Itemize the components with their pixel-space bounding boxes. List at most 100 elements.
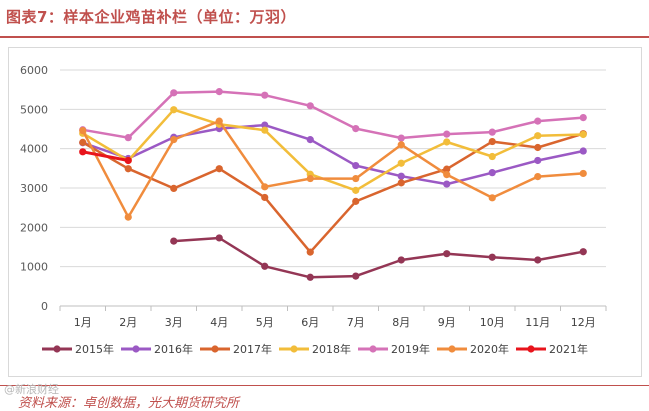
grid-layer	[60, 69, 606, 268]
legend-label: 2015年	[75, 342, 114, 356]
x-tick-label: 3月	[165, 316, 183, 329]
y-tick-label: 5000	[20, 103, 48, 116]
data-point	[397, 179, 405, 187]
data-point	[306, 102, 314, 110]
series-line	[82, 123, 584, 186]
data-point	[261, 262, 269, 270]
data-point	[215, 234, 223, 242]
data-point	[397, 172, 405, 180]
data-point	[488, 194, 496, 202]
legend-label: 2017年	[233, 342, 272, 356]
data-point	[488, 169, 496, 177]
data-point	[352, 186, 360, 194]
data-point	[170, 136, 178, 144]
x-tick-label: 4月	[210, 316, 228, 329]
data-point	[397, 141, 405, 149]
watermark-text: @新浪财经	[4, 383, 59, 396]
data-point	[352, 272, 360, 280]
data-point	[124, 165, 132, 173]
chart-frame	[8, 47, 642, 377]
data-point	[124, 156, 132, 165]
data-point	[397, 256, 405, 264]
data-point	[170, 184, 178, 192]
y-tick-label: 4000	[20, 143, 48, 156]
legend-label: 2021年	[549, 342, 588, 356]
data-point	[215, 88, 223, 96]
data-point	[79, 138, 87, 146]
data-point	[534, 117, 542, 125]
data-point	[170, 237, 178, 245]
data-point	[261, 126, 269, 134]
data-point	[306, 248, 314, 256]
legend-label: 2016年	[154, 342, 193, 356]
source-note: 资料来源：卓创数据，光大期货研究所	[18, 396, 240, 411]
legend-swatch-marker	[290, 345, 298, 353]
series-line	[81, 119, 584, 219]
legend-layer: 2015年 2016年 2017年 2018年 2019年 2020年 2021年	[42, 342, 588, 356]
legend-label: 2019年	[391, 342, 430, 356]
legend-swatch-marker	[448, 345, 456, 353]
data-point	[306, 273, 314, 281]
series-line	[82, 90, 584, 140]
data-point	[170, 89, 178, 97]
data-point	[261, 121, 269, 129]
data-point	[124, 213, 132, 221]
data-point	[488, 152, 496, 161]
legend-swatch-marker	[132, 345, 140, 353]
data-point	[79, 126, 87, 135]
title-divider	[0, 36, 649, 38]
series-line	[173, 236, 584, 279]
data-point	[215, 117, 223, 125]
data-point	[261, 183, 269, 191]
series-line	[82, 150, 129, 162]
data-point	[443, 250, 451, 258]
data-point	[488, 253, 496, 261]
data-point	[306, 136, 314, 144]
x-tick-label: 9月	[438, 316, 456, 329]
x-tick-label: 10月	[480, 316, 505, 329]
data-point	[488, 128, 496, 136]
data-point	[579, 147, 587, 155]
x-tick-label: 11月	[525, 316, 550, 329]
legend-swatch-marker	[369, 345, 377, 353]
chart-title: 图表7：样本企业鸡苗补栏（单位：万羽）	[6, 8, 296, 26]
data-point	[488, 137, 496, 146]
legend-label: 2020年	[470, 342, 509, 356]
data-point	[124, 134, 132, 142]
y-tick-label: 0	[41, 300, 48, 313]
data-point	[352, 125, 360, 133]
x-tick-label: 8月	[392, 316, 410, 329]
data-point	[79, 148, 87, 156]
data-point	[534, 143, 542, 152]
data-point	[579, 113, 587, 122]
data-point	[306, 174, 314, 183]
data-point	[443, 171, 451, 179]
data-point	[443, 165, 451, 173]
data-point	[534, 156, 542, 165]
data-point	[215, 165, 223, 173]
x-tick-label: 12月	[571, 316, 596, 329]
data-point	[170, 106, 178, 114]
footer-divider	[0, 385, 649, 386]
legend-label: 2018年	[312, 342, 351, 356]
data-point	[443, 138, 451, 146]
data-point	[352, 197, 360, 205]
data-point	[261, 91, 269, 99]
series-line	[82, 132, 584, 254]
data-point	[443, 130, 451, 138]
data-point	[261, 193, 269, 202]
legend-swatch-marker	[527, 345, 535, 353]
axis-layer: 0 1000 2000 3000 4000 5000 6000 1月 2月 3月 4月 5月 6月 7月 8…	[20, 64, 607, 329]
data-point	[352, 174, 360, 183]
x-tick-label: 6月	[301, 316, 319, 329]
data-point	[579, 248, 587, 256]
series-layer	[79, 88, 587, 281]
data-point	[397, 159, 405, 167]
data-point	[443, 180, 451, 188]
data-point	[397, 134, 405, 142]
y-tick-label: 3000	[20, 182, 48, 195]
legend-swatch-marker	[53, 345, 61, 353]
series-line	[82, 108, 584, 192]
data-point	[352, 161, 360, 170]
